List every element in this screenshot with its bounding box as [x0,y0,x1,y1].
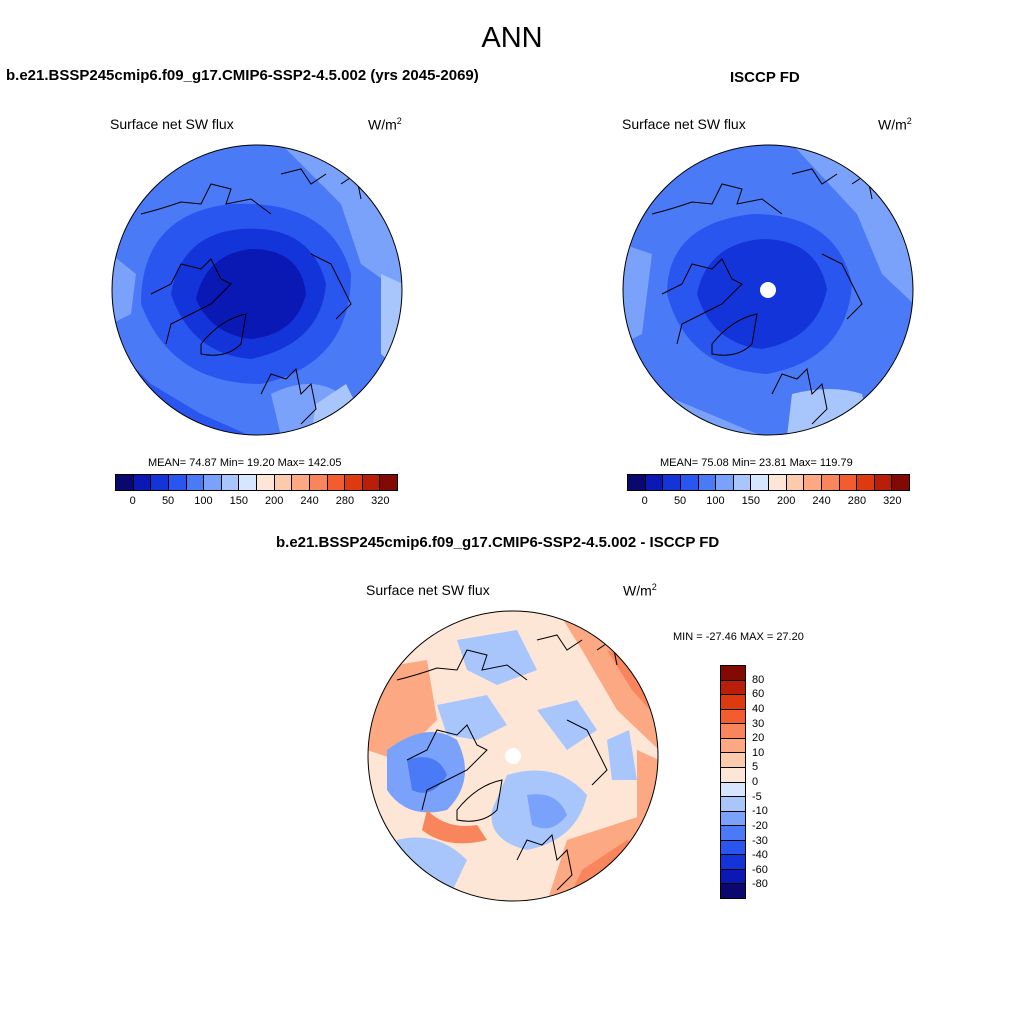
left-colorbar-tick-label: 100 [194,495,213,507]
right-colorbar-tick-label: 150 [741,495,760,507]
left-panel-header: b.e21.BSSP245cmip6.f09_g17.CMIP6-SSP2-4.… [6,67,479,84]
left-colorbar-swatch [220,475,239,490]
left-colorbar-swatch [116,475,133,490]
right-colorbar-swatch [715,475,733,490]
right-colorbar-tick-label: 280 [847,495,867,507]
diff-colorbar-tick-label: -10 [752,805,768,818]
diff-colorbar-swatch [721,810,745,826]
diff-colorbar-tick-label: 0 [752,776,759,788]
diff-colorbar-tick-label: -30 [752,834,768,847]
left-colorbar-swatch [256,475,274,490]
left-colorbar-tick-label: 150 [229,495,248,507]
right-colorbar-swatch [856,475,874,490]
right-polar-map [622,144,914,436]
diff-colorbar-swatch [721,781,745,797]
diff-colorbar-swatch [721,708,745,724]
left-polar-map [111,144,403,436]
diff-colorbar-swatch [721,679,745,695]
diff-colorbar-swatch [721,868,745,884]
diff-panel-header: b.e21.BSSP245cmip6.f09_g17.CMIP6-SSP2-4.… [276,534,720,551]
diff-colorbar-tick-label: -80 [752,878,768,891]
right-colorbar-swatch [662,475,680,490]
left-units-label: W/m2 [368,116,402,133]
diff-colorbar-tick-label: -20 [752,819,768,832]
right-colorbar-swatch [820,475,839,490]
diff-colorbar-swatch [721,883,745,898]
left-colorbar-tick-label: 320 [371,495,390,507]
right-units-label: W/m2 [878,116,912,133]
right-colorbar-swatch [628,475,645,490]
left-colorbar-tick-label: 50 [161,495,175,507]
diff-colorbar-tick-label: -5 [752,790,762,803]
diff-colorbar-swatch [721,854,745,869]
right-colorbar [627,474,910,491]
right-panel-header: ISCCP FD [730,69,800,86]
right-colorbar-swatch [679,475,698,490]
left-colorbar-swatch [361,475,380,490]
left-colorbar-tick-label: 280 [335,495,355,507]
right-variable-label: Surface net SW flux [622,116,746,132]
diff-colorbar-tick-label: 80 [752,673,765,686]
left-variable-label: Surface net SW flux [110,116,234,132]
diff-colorbar-tick-label: 60 [752,688,765,701]
right-stats: MEAN= 75.08 Min= 23.81 Max= 119.79 [660,457,853,469]
right-colorbar-swatch [873,475,892,490]
diff-colorbar-tick-label: 20 [752,732,765,745]
diff-colorbar-swatch [721,825,745,840]
left-stats: MEAN= 74.87 Min= 19.20 Max= 142.05 [148,457,342,469]
left-colorbar-swatch [167,475,186,490]
left-colorbar-swatch [273,475,292,490]
left-colorbar-swatch [308,475,327,490]
diff-colorbar-swatch [721,694,745,709]
diff-stats: MIN = -27.46 MAX = 27.20 [673,631,804,643]
right-colorbar-swatch [732,475,751,490]
diff-colorbar-swatch [721,839,745,855]
figure-title: ANN [481,22,543,54]
right-colorbar-swatch [697,475,716,490]
diff-colorbar-swatch [721,723,745,738]
right-colorbar-swatch [768,475,786,490]
left-colorbar-swatch [344,475,362,490]
right-colorbar-swatch [803,475,821,490]
left-colorbar-swatch [326,475,345,490]
diff-polar-map [367,610,659,902]
right-colorbar-swatch [891,475,909,490]
diff-colorbar-swatch [721,752,745,767]
left-colorbar-swatch [132,475,151,490]
diff-colorbar-tick-label: 30 [752,717,765,730]
left-colorbar-swatch [379,475,397,490]
left-colorbar-swatch [291,475,309,490]
left-colorbar-tick-label: 240 [300,495,319,507]
diff-variable-label: Surface net SW flux [366,582,490,598]
right-colorbar-swatch [838,475,857,490]
right-colorbar-tick-label: 50 [673,495,687,507]
diff-colorbar-swatch [721,737,745,753]
right-colorbar-tick-label: 240 [812,495,831,507]
right-colorbar-tick-label: 200 [777,495,796,507]
diff-colorbar-tick-label: -40 [752,849,768,862]
diff-colorbar-tick-label: -60 [752,863,768,876]
diff-colorbar-swatch [721,766,745,782]
right-colorbar-swatch [750,475,768,490]
left-colorbar-swatch [185,475,204,490]
diff-colorbar-tick-label: 40 [752,702,765,715]
left-colorbar-swatch [150,475,168,490]
left-colorbar-tick-label: 200 [265,495,284,507]
diff-colorbar-swatch [721,666,745,680]
left-colorbar [115,474,398,491]
diff-colorbar [720,665,746,899]
diff-colorbar-tick-label: 5 [752,761,759,774]
right-colorbar-swatch [644,475,663,490]
diff-colorbar-swatch [721,796,745,811]
diff-units-label: W/m2 [623,582,657,599]
right-colorbar-tick-label: 100 [706,495,725,507]
diff-colorbar-tick-label: 10 [752,746,765,759]
left-colorbar-swatch [238,475,256,490]
right-colorbar-tick-label: 0 [641,495,648,507]
left-colorbar-tick-label: 0 [129,495,136,507]
right-colorbar-swatch [785,475,804,490]
right-colorbar-tick-label: 320 [883,495,902,507]
left-colorbar-swatch [203,475,221,490]
